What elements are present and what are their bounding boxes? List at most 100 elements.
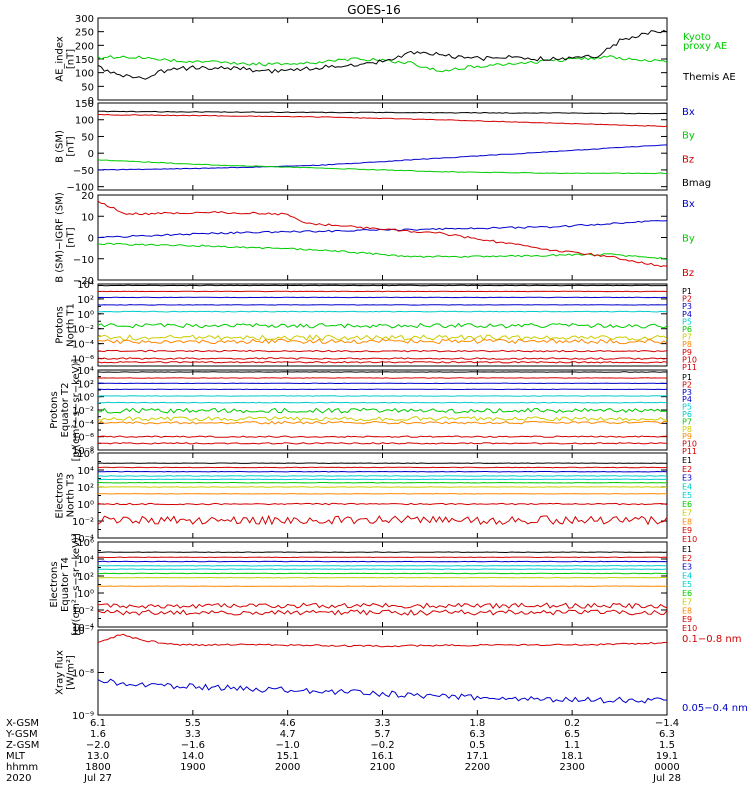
y-axis-label: [nT] — [66, 227, 77, 247]
y-tick-label: 10⁻⁸ — [72, 446, 94, 457]
y-tick-label: 10⁴ — [77, 280, 94, 291]
legend-label: Bx — [682, 107, 695, 118]
y-tick-label: 10⁻⁶ — [72, 355, 94, 366]
ephemeris-row-label: hhmm — [6, 762, 38, 773]
ephemeris-value: −1.0 — [275, 740, 299, 751]
series-line-e9 — [98, 502, 667, 506]
series-line-e1 — [98, 551, 667, 554]
legend-label: Bmag — [682, 178, 711, 189]
panel-7: 10⁻⁴ 10⁻² 10⁰ 10² 10⁴ 10⁶ Electrons Equator T4[… — [49, 533, 697, 636]
panel-frame — [97, 629, 668, 716]
legend-label: Bx — [682, 199, 695, 210]
legend-label: Kyoto — [683, 32, 711, 43]
series-line-by — [98, 159, 667, 175]
y-tick-label: 10² — [77, 295, 94, 306]
ephemeris-table: X-GSM 6.1 5.5 4.6 3.3 1.8 0.2 −1.4 Y-GSM 1.6 3.3 4.… — [5, 718, 681, 784]
y-tick-label: 10⁻⁴ — [72, 419, 94, 430]
legend-label: P1 — [682, 373, 692, 382]
legend-label: E3 — [682, 474, 692, 483]
ephemeris-value: 3.3 — [185, 729, 201, 740]
ephemeris-value: 0.2 — [564, 718, 580, 729]
y-axis-label: Protons — [49, 391, 60, 428]
ephemeris-value: 1900 — [180, 762, 205, 773]
y-tick-label: 100 — [75, 69, 94, 80]
legend-label: E8 — [682, 606, 692, 615]
panel-frame — [97, 194, 668, 281]
y-tick-label: 10⁻² — [72, 406, 94, 417]
y-tick-label: 50 — [81, 132, 94, 143]
ephemeris-value: 0000 — [654, 762, 679, 773]
y-tick-label: 10⁶ — [77, 449, 94, 460]
ephemeris-value: Jul 27 — [83, 773, 112, 784]
ephemeris-value: 19.1 — [656, 751, 678, 762]
legend-label: E7 — [682, 598, 692, 607]
ephemeris-value: 1.6 — [90, 729, 106, 740]
series-line-bz — [98, 113, 667, 128]
legend-label: P7 — [682, 417, 692, 426]
series-line-p7 — [98, 334, 667, 342]
y-tick-label: 0 — [88, 149, 94, 160]
y-tick-label: 10⁻⁹ — [72, 711, 94, 722]
ephemeris-value: −1.6 — [181, 740, 205, 751]
y-tick-label: 10² — [77, 483, 94, 494]
y-tick-label: 10⁴ — [77, 366, 94, 377]
panel-1: 0 50 100 150 200 250 300 AE_index [nT] Kyotoproxy… — [55, 14, 736, 107]
legend-label: 0.1−0.8 nm — [682, 634, 741, 645]
series-line-kyoto-proxy-ae — [98, 55, 667, 73]
y-tick-label: 10⁰ — [77, 500, 94, 511]
legend-label: E10 — [682, 535, 697, 544]
ephemeris-value: 13.0 — [87, 751, 109, 762]
legend-label: E8 — [682, 517, 692, 526]
legend-label: By — [682, 234, 695, 245]
legend-label: P3 — [682, 302, 692, 311]
y-tick-label: 10⁻² — [72, 606, 94, 617]
series-line-e4 — [98, 565, 667, 567]
series-line-e8 — [98, 585, 667, 588]
ephemeris-value: 14.0 — [182, 751, 204, 762]
legend-label: P4 — [682, 310, 692, 319]
ephemeris-row-label: Y-GSM — [5, 729, 38, 740]
legend-label: P6 — [682, 410, 692, 419]
ephemeris-value: 1800 — [85, 762, 110, 773]
legend-label: P6 — [682, 325, 692, 334]
series-line-e6 — [98, 481, 667, 484]
y-axis-label: [nT] — [66, 136, 77, 156]
series-line-e9 — [98, 602, 667, 610]
y-axis-label: Electrons — [49, 561, 60, 607]
legend-label: E1 — [682, 545, 692, 554]
legend-label: P8 — [682, 425, 692, 434]
series-line-e1 — [98, 462, 667, 465]
legend-label: E5 — [682, 580, 692, 589]
panel-8: 10⁻⁹ 10⁻⁸ 10⁻⁷ Xray flux [W/m²] 0.1−0.8 nm 0.0… — [55, 626, 748, 722]
panel-frame — [97, 452, 668, 539]
y-tick-label: 10⁻⁷ — [72, 626, 94, 637]
series-line-e7 — [98, 576, 667, 579]
ephemeris-row-label: MLT — [6, 751, 26, 762]
y-tick-label: 10⁰ — [77, 310, 94, 321]
y-tick-label: 300 — [75, 14, 94, 25]
series-line-e3 — [98, 560, 667, 563]
series-line-bx — [98, 144, 667, 171]
legend-label: P10 — [682, 440, 697, 449]
series-line-p11 — [98, 442, 667, 445]
y-tick-label: 0 — [88, 96, 94, 107]
legend-label: P8 — [682, 340, 692, 349]
y-tick-label: 10⁻⁴ — [72, 534, 94, 545]
series-line-p9 — [98, 349, 667, 353]
series-line-p9 — [98, 420, 667, 425]
y-tick-label: 150 — [75, 55, 94, 66]
legend-label: E2 — [682, 465, 692, 474]
y-tick-label: −20 — [73, 276, 94, 287]
ephemeris-row-label: X-GSM — [6, 718, 39, 729]
series-line-bz — [98, 200, 667, 268]
y-tick-label: 10⁻² — [72, 325, 94, 336]
ephemeris-value: 18.1 — [561, 751, 583, 762]
y-axis-label: Electrons — [55, 472, 66, 518]
y-tick-label: 200 — [75, 41, 94, 52]
ephemeris-value: 0.5 — [469, 740, 485, 751]
series-line-p8 — [98, 338, 667, 345]
y-axis-label: [e/(cm²−s−sr−keV)] — [71, 533, 82, 636]
series-line-p2 — [98, 290, 667, 293]
series-line-bmag — [98, 110, 667, 115]
y-tick-label: 10⁻⁴ — [72, 623, 94, 634]
